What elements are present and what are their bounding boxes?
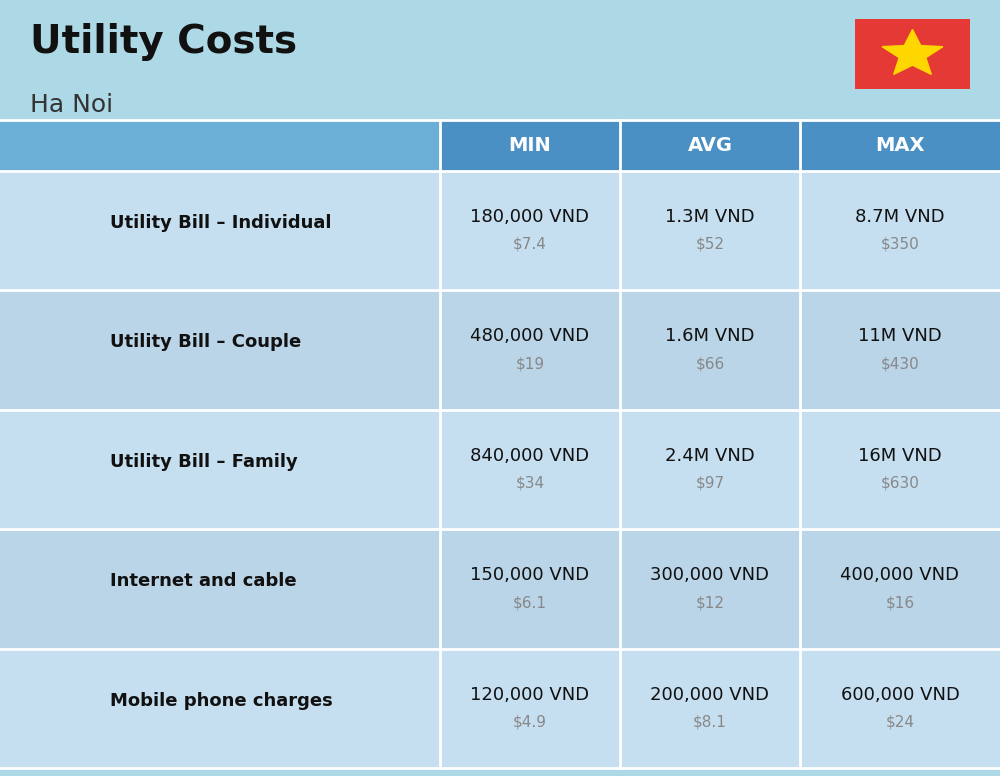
Text: 1.3M VND: 1.3M VND [665, 207, 755, 226]
Text: 1.6M VND: 1.6M VND [665, 327, 755, 345]
Text: 150,000 VND: 150,000 VND [470, 566, 590, 584]
Text: $8.1: $8.1 [693, 715, 727, 730]
Text: 480,000 VND: 480,000 VND [470, 327, 590, 345]
Text: $34: $34 [515, 476, 545, 491]
Text: $12: $12 [696, 595, 724, 611]
Text: 8.7M VND: 8.7M VND [855, 207, 945, 226]
Text: Utility Bill – Family: Utility Bill – Family [110, 452, 298, 471]
Text: MAX: MAX [875, 136, 925, 155]
FancyBboxPatch shape [0, 120, 440, 171]
Text: $7.4: $7.4 [513, 237, 547, 252]
Text: $97: $97 [695, 476, 725, 491]
Text: $430: $430 [881, 356, 919, 372]
Text: $16: $16 [885, 595, 915, 611]
Text: Internet and cable: Internet and cable [110, 572, 297, 591]
Text: $4.9: $4.9 [513, 715, 547, 730]
Text: $630: $630 [881, 476, 919, 491]
Polygon shape [882, 29, 943, 74]
Text: Utility Bill – Couple: Utility Bill – Couple [110, 333, 301, 352]
Text: MIN: MIN [509, 136, 551, 155]
Text: Mobile phone charges: Mobile phone charges [110, 691, 333, 710]
Text: 840,000 VND: 840,000 VND [470, 446, 590, 465]
Text: $24: $24 [886, 715, 914, 730]
Text: $19: $19 [515, 356, 545, 372]
Text: $350: $350 [881, 237, 919, 252]
Text: 300,000 VND: 300,000 VND [650, 566, 770, 584]
Text: 180,000 VND: 180,000 VND [471, 207, 590, 226]
FancyBboxPatch shape [855, 19, 970, 89]
Text: Utility Costs: Utility Costs [30, 23, 297, 61]
Text: 600,000 VND: 600,000 VND [841, 685, 959, 704]
FancyBboxPatch shape [0, 649, 1000, 768]
FancyBboxPatch shape [0, 290, 1000, 410]
Text: AVG: AVG [688, 136, 732, 155]
Text: $52: $52 [696, 237, 724, 252]
Text: $6.1: $6.1 [513, 595, 547, 611]
FancyBboxPatch shape [0, 529, 1000, 649]
Text: 2.4M VND: 2.4M VND [665, 446, 755, 465]
Text: Utility Bill – Individual: Utility Bill – Individual [110, 213, 332, 232]
Text: 120,000 VND: 120,000 VND [470, 685, 590, 704]
FancyBboxPatch shape [0, 120, 1000, 171]
Text: 400,000 VND: 400,000 VND [840, 566, 960, 584]
Text: $66: $66 [695, 356, 725, 372]
Text: Ha Noi: Ha Noi [30, 93, 113, 117]
Text: 200,000 VND: 200,000 VND [650, 685, 770, 704]
FancyBboxPatch shape [0, 410, 1000, 529]
Text: 16M VND: 16M VND [858, 446, 942, 465]
FancyBboxPatch shape [0, 171, 1000, 290]
Text: 11M VND: 11M VND [858, 327, 942, 345]
